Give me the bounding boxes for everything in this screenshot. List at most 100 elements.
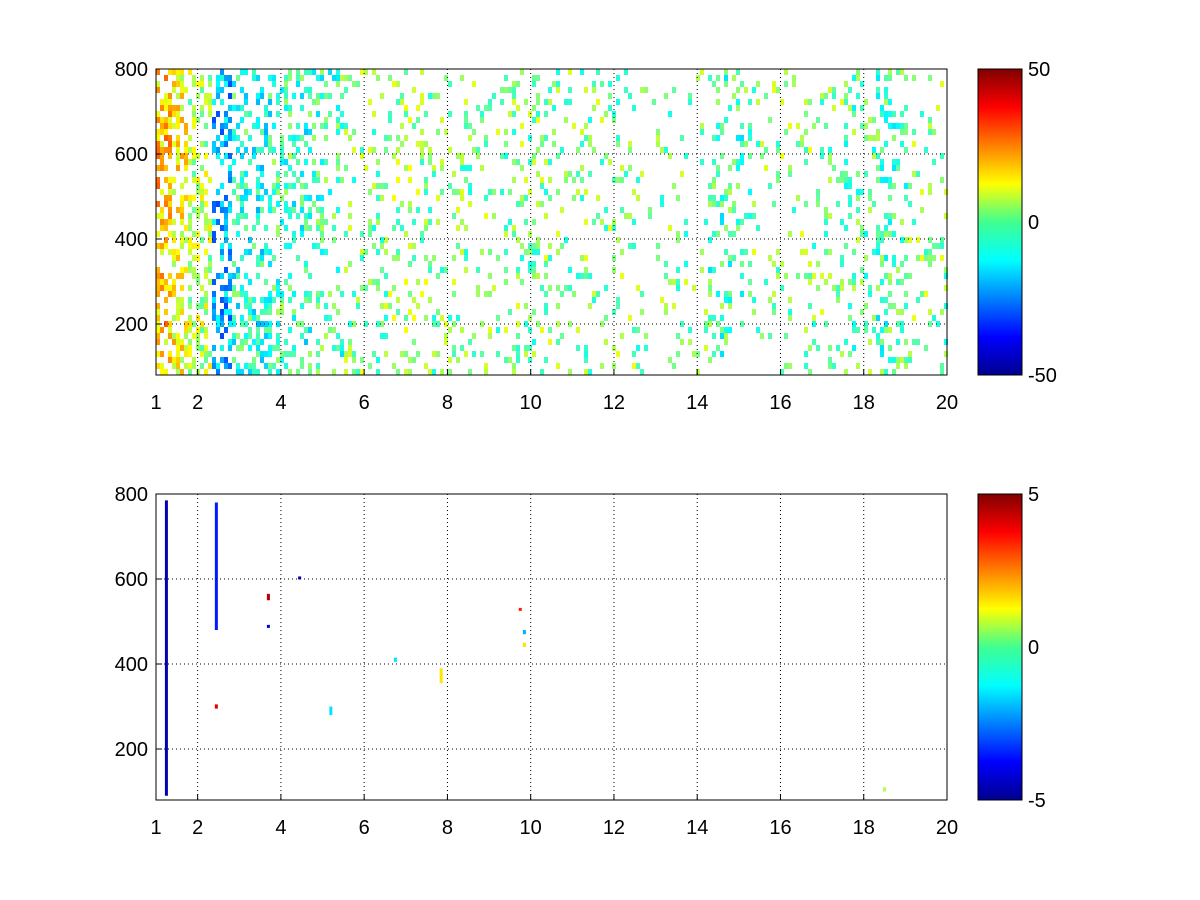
heatmap-cell [744,249,748,255]
heatmap-cell [624,213,628,219]
heatmap-cell [160,363,164,369]
heatmap-cell [544,213,548,219]
heatmap-cell [900,279,904,285]
y-tick-label: 200 [115,739,148,761]
heatmap-cell [304,87,308,93]
heatmap-cell [524,345,528,351]
heatmap-cell [788,309,792,315]
heatmap-cell [404,279,408,285]
heatmap-cell [880,159,884,165]
heatmap-cell [600,81,604,87]
colorbar-tick-label: 0 [1028,637,1039,659]
heatmap-cell [220,207,224,213]
heatmap-cell [528,111,532,117]
heatmap-cell [276,93,280,99]
heatmap-cell [288,183,292,189]
heatmap-cell [748,213,752,219]
heatmap-cell [884,321,888,327]
heatmap-cell [244,189,248,195]
heatmap-cell [220,159,224,165]
heatmap-cell [676,237,680,243]
heatmap-cell [168,117,172,123]
heatmap-cell [264,327,268,333]
heatmap-cell [244,93,248,99]
heatmap-cell [192,243,196,249]
heatmap-cell [712,81,716,87]
heatmap-cell [836,291,840,297]
heatmap-cell [268,345,272,351]
heatmap-cell [316,339,320,345]
heatmap-cell [200,363,204,369]
heatmap-cell [432,315,436,321]
heatmap-feature [518,607,522,611]
heatmap-cell [864,123,868,129]
heatmap-cell [244,69,248,75]
heatmap-cell [212,231,216,237]
heatmap-cell [640,291,644,297]
heatmap-cell [168,285,172,291]
heatmap-cell [216,363,220,369]
heatmap-cell [304,69,308,75]
heatmap-cell [184,321,188,327]
heatmap-cell [724,69,728,75]
heatmap-cell [480,117,484,123]
heatmap-cell [844,135,848,141]
heatmap-cell [296,81,300,87]
heatmap-cell [304,297,308,303]
heatmap-cell [160,351,164,357]
heatmap-cell [844,123,848,129]
heatmap-cell [288,207,292,213]
heatmap-cell [264,249,268,255]
heatmap-cell [208,279,212,285]
heatmap-cell [248,249,252,255]
heatmap-cell [284,279,288,285]
heatmap-cell [220,225,224,231]
heatmap-cell [260,321,264,327]
heatmap-cell [188,369,192,375]
heatmap-cell [876,153,880,159]
heatmap-cell [240,195,244,201]
heatmap-cell [504,267,508,273]
heatmap-cell [180,93,184,99]
heatmap-cell [200,351,204,357]
bottom-colorbar-gradient [977,493,1023,801]
heatmap-cell [376,213,380,219]
heatmap-cell [196,345,200,351]
heatmap-cell [200,165,204,171]
heatmap-cell [620,207,624,213]
heatmap-cell [716,321,720,327]
heatmap-cell [308,213,312,219]
heatmap-cell [176,75,180,81]
heatmap-cell [268,261,272,267]
heatmap-cell [732,231,736,237]
heatmap-cell [576,171,580,177]
heatmap-cell [616,75,620,81]
heatmap-cell [708,237,712,243]
heatmap-cell [828,273,832,279]
heatmap-cell [488,291,492,297]
heatmap-cell [776,147,780,153]
heatmap-cell [548,339,552,345]
heatmap-cell [328,189,332,195]
heatmap-cell [732,201,736,207]
heatmap-cell [168,195,172,201]
heatmap-cell [584,87,588,93]
heatmap-cell [616,141,620,147]
heatmap-cell [284,243,288,249]
heatmap-cell [616,177,620,183]
heatmap-cell [784,273,788,279]
heatmap-cell [300,201,304,207]
heatmap-cell [632,243,636,249]
heatmap-cell [528,357,532,363]
heatmap-cell [384,135,388,141]
heatmap-cell [700,267,704,273]
heatmap-cell [204,357,208,363]
heatmap-cell [264,105,268,111]
heatmap-cell [664,93,668,99]
heatmap-cell [172,105,176,111]
heatmap-cell [784,129,788,135]
heatmap-cell [160,225,164,231]
heatmap-cell [172,315,176,321]
heatmap-cell [828,249,832,255]
heatmap-cell [160,279,164,285]
